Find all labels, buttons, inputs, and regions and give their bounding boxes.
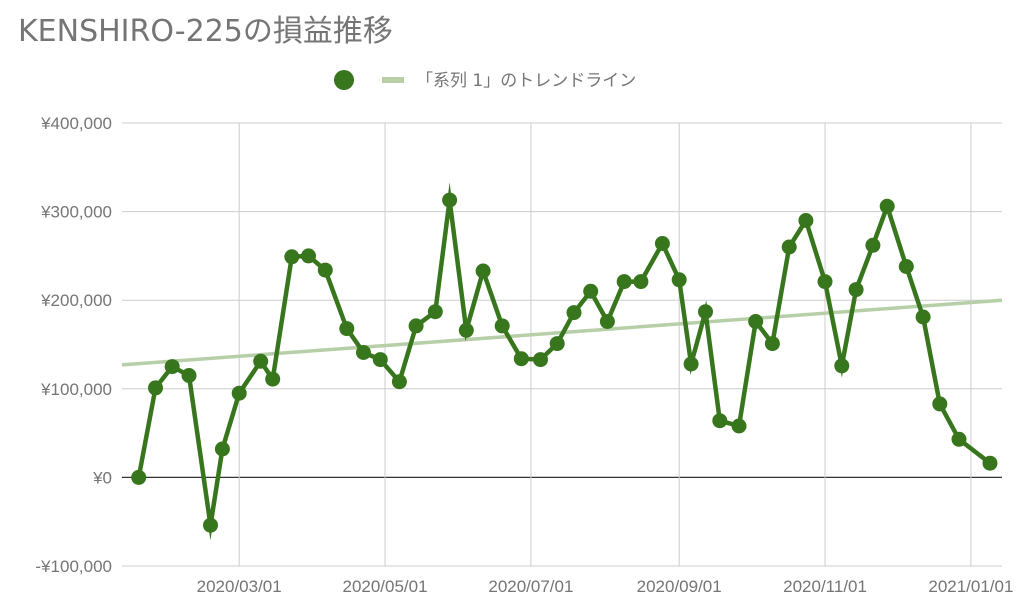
data-point <box>915 309 931 325</box>
legend-marker-series <box>334 70 354 90</box>
data-point <box>781 239 797 255</box>
data-point <box>798 213 814 228</box>
data-point <box>339 321 355 337</box>
x-tick-label: 2020/11/01 <box>783 577 867 596</box>
data-point <box>148 380 163 396</box>
x-tick-label: 2020/07/01 <box>488 577 573 596</box>
data-point <box>494 318 510 334</box>
x-tick-label: 2021/01/01 <box>928 577 1013 596</box>
y-tick-label: ¥400,000 <box>40 114 112 133</box>
data-point <box>817 274 833 290</box>
data-point <box>898 259 914 274</box>
data-point <box>616 274 632 290</box>
chart-title: KENSHIRO-225の損益推移 <box>18 14 393 49</box>
data-point <box>566 305 582 321</box>
data-point <box>442 192 458 208</box>
grid-lines <box>122 122 1002 567</box>
data-point <box>203 517 218 533</box>
x-tick-label: 2020/09/01 <box>637 577 722 596</box>
y-tick-label: ¥200,000 <box>40 291 112 310</box>
data-point <box>317 262 333 278</box>
y-tick-label: ¥0 <box>92 468 112 487</box>
data-point <box>834 358 850 374</box>
data-point <box>253 353 269 369</box>
y-tick-label: ¥100,000 <box>40 380 112 399</box>
x-tick-label: 2020/03/01 <box>197 577 282 596</box>
data-point <box>458 322 474 338</box>
data-point <box>265 371 281 387</box>
legend-label-trendline: 「系列 1」のトレンドライン <box>416 71 636 91</box>
data-point <box>879 198 895 214</box>
legend: 「系列 1」のトレンドライン <box>334 70 636 91</box>
data-point <box>372 352 388 368</box>
data-point <box>231 385 247 401</box>
data-point <box>164 359 180 375</box>
data-point <box>408 318 424 334</box>
data-point <box>356 345 371 360</box>
series-layer <box>131 182 998 541</box>
data-point <box>131 469 147 485</box>
data-point <box>865 237 881 253</box>
data-point <box>284 249 300 265</box>
data-point <box>513 351 529 367</box>
data-point <box>654 236 670 251</box>
data-point <box>533 352 548 368</box>
data-point <box>671 272 687 288</box>
data-point <box>982 455 998 471</box>
data-point <box>748 314 764 329</box>
data-point <box>214 441 230 457</box>
data-point <box>848 282 864 298</box>
data-point <box>951 431 967 447</box>
data-point <box>181 368 197 383</box>
legend-marker-trendline <box>382 77 404 83</box>
axis-labels: ¥400,000 ¥300,000 ¥200,000 ¥100,000 ¥0 -¥100,… <box>35 114 1013 596</box>
data-point <box>549 336 565 352</box>
data-point <box>683 356 699 372</box>
data-point <box>391 374 407 390</box>
data-point <box>583 283 599 299</box>
y-tick-label: ¥300,000 <box>40 203 112 222</box>
data-point <box>599 314 615 329</box>
data-point <box>301 248 316 264</box>
data-point <box>764 336 780 352</box>
data-point <box>712 413 728 429</box>
data-point <box>475 263 491 279</box>
data-point <box>427 304 443 320</box>
series-line <box>136 182 992 541</box>
data-point <box>731 418 747 434</box>
data-point <box>633 274 649 290</box>
data-point <box>698 304 713 320</box>
data-point <box>932 396 948 412</box>
y-tick-label: -¥100,000 <box>35 557 112 576</box>
x-tick-label: 2020/05/01 <box>342 577 427 596</box>
